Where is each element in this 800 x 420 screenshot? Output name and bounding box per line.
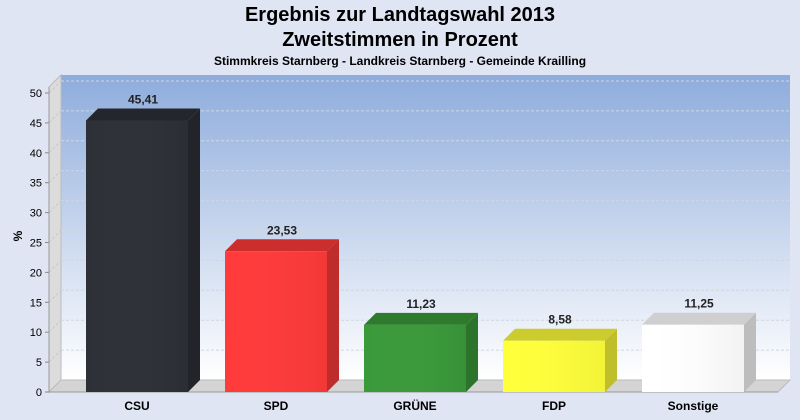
- y-tick-label: 25: [30, 238, 42, 250]
- x-tick-label: Sonstige: [668, 399, 719, 413]
- y-tick-label: 50: [30, 88, 42, 100]
- bar-shade: [225, 251, 327, 392]
- bar-side: [744, 312, 756, 392]
- gridline-depth: [48, 170, 62, 184]
- bar-shade: [364, 324, 466, 392]
- gridline-depth: [48, 230, 62, 243]
- data-label: 11,23: [406, 297, 436, 311]
- y-tick-label: 10: [30, 327, 42, 339]
- bar-side: [327, 239, 339, 392]
- y-tick-label: 35: [30, 178, 42, 190]
- y-tick-label: 5: [36, 357, 42, 369]
- chart-title: Ergebnis zur Landtagswahl 2013: [244, 4, 556, 26]
- y-tick-label: 15: [30, 297, 42, 309]
- data-label: 23,53: [267, 223, 297, 237]
- bar-top: [642, 312, 756, 325]
- x-tick-label: FDP: [542, 399, 566, 413]
- data-label: 8,58: [548, 313, 572, 327]
- gridline-depth: [48, 200, 62, 213]
- bar-top: [364, 312, 478, 325]
- y-tick-label: 45: [30, 118, 42, 130]
- bar-top: [225, 239, 339, 252]
- bar-shade: [503, 340, 605, 392]
- x-tick-label: GRÜNE: [393, 398, 436, 413]
- bar-side: [605, 328, 617, 392]
- gridline-depth: [48, 289, 62, 303]
- bar-shade: [642, 324, 744, 392]
- bar-side: [466, 312, 478, 392]
- gridline-depth: [48, 349, 62, 363]
- y-tick-label: 0: [36, 387, 42, 399]
- bar-shade: [86, 120, 188, 393]
- x-tick-label: SPD: [264, 399, 289, 413]
- gridline-depth: [48, 319, 62, 333]
- gridline-depth: [48, 260, 62, 273]
- gridline-depth: [48, 80, 62, 94]
- bar-top: [86, 108, 200, 121]
- chart-caption: Stimmkreis Starnberg - Landkreis Starnbe…: [213, 54, 587, 68]
- y-tick-label: 30: [30, 208, 42, 220]
- bar-top: [503, 328, 617, 341]
- y-axis-label: %: [11, 230, 25, 241]
- left-wall: [48, 73, 62, 394]
- chart-subtitle: Zweitstimmen in Prozent: [282, 29, 518, 51]
- x-tick-label: CSU: [124, 399, 149, 413]
- bar-side: [188, 108, 200, 393]
- y-tick-label: 20: [30, 267, 42, 279]
- gridline-depth: [48, 140, 62, 154]
- y-tick-label: 40: [30, 148, 42, 160]
- gridline-depth: [48, 110, 62, 124]
- data-label: 45,41: [128, 92, 158, 106]
- data-label: 11,25: [684, 297, 714, 311]
